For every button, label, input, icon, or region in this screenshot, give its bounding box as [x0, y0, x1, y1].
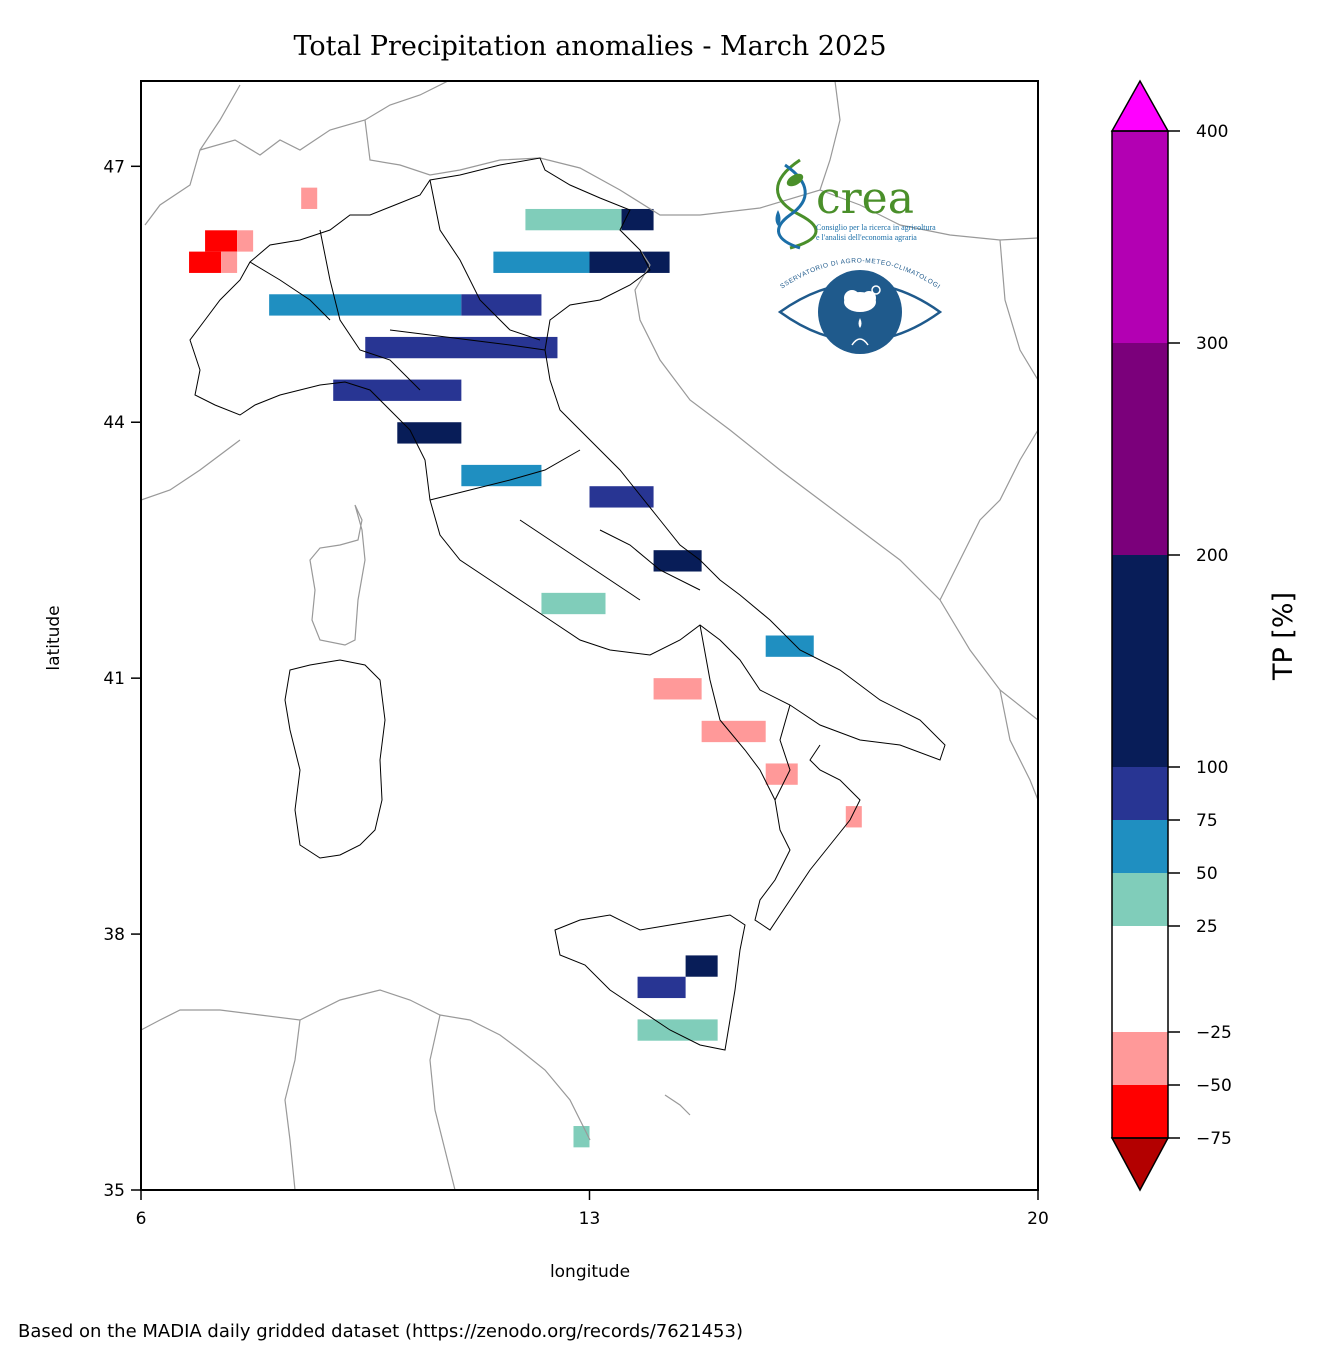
- colorbar-band: [1112, 343, 1168, 555]
- y-axis-label: latitude: [44, 605, 64, 670]
- crea-subtitle-2: e l'analisi dell'economia agraria: [816, 233, 917, 242]
- colorbar-label: TP [%]: [1268, 592, 1299, 681]
- colorbar-frame: [1111, 130, 1169, 1139]
- colorbar-band: [1112, 131, 1168, 343]
- anomaly-grid: [189, 187, 862, 1148]
- colorbar-over-triangle: [1110, 79, 1170, 132]
- anomaly-cell: [525, 208, 622, 231]
- colorbar-tick-label: 200: [1196, 546, 1228, 566]
- anomaly-cell: [685, 955, 718, 977]
- anomaly-cell: [493, 251, 590, 273]
- map-title: Total Precipitation anomalies - March 20…: [293, 31, 886, 62]
- colorbar-tick-label: −75: [1196, 1129, 1232, 1149]
- colorbar-tick-label: 300: [1196, 334, 1228, 354]
- anomaly-cell: [333, 379, 462, 401]
- anomaly-cell: [541, 592, 606, 615]
- x-axis-ticks: 6 13 20: [136, 1190, 1049, 1229]
- anomaly-cell: [365, 336, 558, 359]
- colorbar-band: [1112, 767, 1168, 820]
- colorbar-tick-label: 400: [1196, 122, 1228, 142]
- anomaly-cell: [237, 230, 254, 252]
- y-tick-label: 38: [103, 925, 125, 945]
- colorbar-band: [1112, 873, 1168, 926]
- map-frame: [140, 80, 1039, 1191]
- colorbar-tick-label: 50: [1196, 864, 1218, 884]
- data-credit: Based on the MADIA daily gridded dataset…: [18, 1321, 743, 1342]
- anomaly-cell: [765, 635, 814, 657]
- colorbar-tick-label: 100: [1196, 758, 1228, 778]
- anomaly-cell: [461, 464, 542, 487]
- crea-subtitle-1: Consiglio per la ricerca in agricoltura: [816, 223, 936, 232]
- colorbar-band: [1112, 1032, 1168, 1085]
- colorbar-band: [1112, 820, 1168, 873]
- anomaly-cell: [397, 422, 462, 444]
- x-axis-label: longitude: [550, 1262, 630, 1282]
- anomaly-cell: [765, 763, 798, 785]
- colorbar-band: [1112, 926, 1168, 1032]
- map-panel: 6 13 20 35 38 41 44 47 longitude latitude: [44, 80, 1049, 1282]
- anomaly-cell: [269, 294, 462, 316]
- colorbar-tick-label: 25: [1196, 917, 1218, 937]
- anomaly-cell: [589, 486, 654, 508]
- anomaly-cell: [845, 806, 862, 828]
- anomaly-cell: [653, 550, 702, 572]
- colorbar-tick-label: −25: [1196, 1023, 1232, 1043]
- colorbar-band: [1112, 555, 1168, 767]
- colorbar: 400 300 200 100 75 50 25 −25 −50 −75 TP [%]: [1110, 79, 1299, 1192]
- anomaly-cell: [621, 208, 654, 231]
- anomaly-cell: [573, 1126, 590, 1148]
- anomaly-cell: [301, 187, 318, 209]
- colorbar-tick-label: −50: [1196, 1076, 1232, 1096]
- anomaly-cell: [653, 678, 702, 700]
- dna-leaf-icon: [775, 158, 818, 250]
- anomaly-cell: [637, 1019, 718, 1041]
- y-tick-label: 41: [103, 669, 125, 689]
- anomaly-cell: [189, 251, 222, 273]
- x-tick-label: 13: [579, 1209, 601, 1229]
- anomaly-cell: [701, 720, 766, 743]
- anomaly-cell: [637, 976, 686, 999]
- crea-brand: crea: [816, 173, 914, 224]
- colorbar-under-triangle: [1110, 1137, 1170, 1192]
- anomaly-cell: [461, 294, 542, 316]
- y-axis-ticks: 35 38 41 44 47: [103, 157, 141, 1201]
- y-tick-label: 35: [103, 1181, 125, 1201]
- x-tick-label: 20: [1027, 1209, 1049, 1229]
- anomaly-cell: [221, 251, 238, 273]
- x-tick-label: 6: [136, 1209, 147, 1229]
- y-tick-label: 44: [103, 413, 125, 433]
- anomaly-cell: [205, 230, 238, 252]
- italy-borders: [189, 157, 946, 1051]
- country-borders: [141, 81, 1038, 1190]
- colorbar-tick-label: 75: [1196, 811, 1218, 831]
- y-tick-label: 47: [103, 157, 125, 177]
- colorbar-band: [1112, 1085, 1168, 1138]
- anomaly-cell: [589, 251, 670, 273]
